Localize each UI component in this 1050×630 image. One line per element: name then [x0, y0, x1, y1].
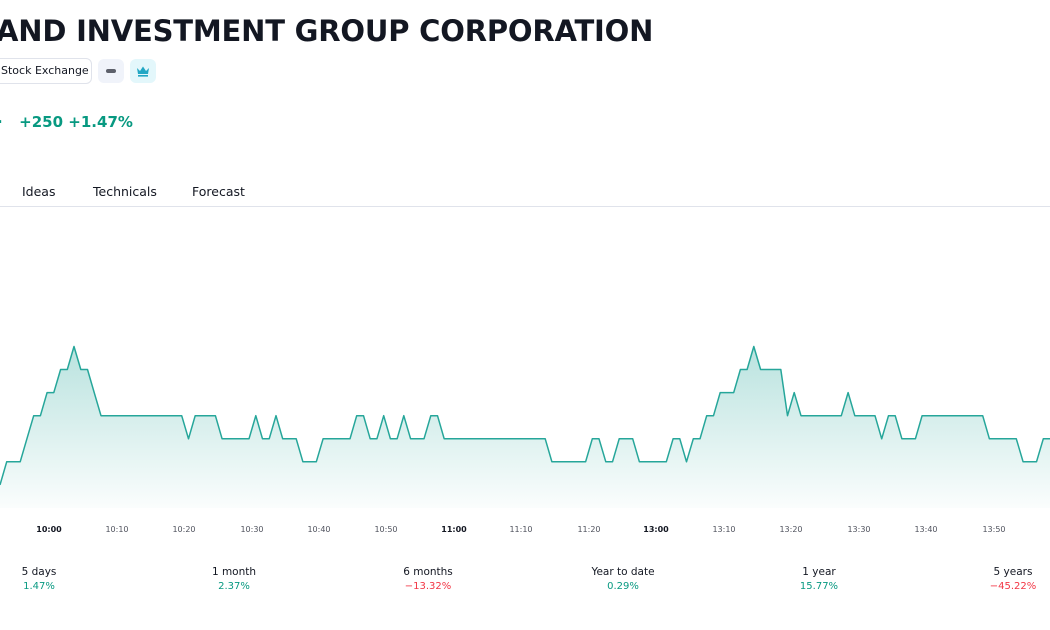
price-change-percent: +1.47%	[68, 113, 133, 131]
x-tick-label: 13:30	[847, 525, 870, 534]
period-1-year[interactable]: 1 year 15.77%	[789, 566, 849, 592]
period-value: −13.32%	[404, 581, 452, 592]
x-tick-label: 10:40	[307, 525, 330, 534]
period-value: 0.29%	[607, 581, 639, 592]
minus-button[interactable]	[98, 59, 124, 83]
period-year-to-date[interactable]: Year to date 0.29%	[578, 566, 668, 592]
period-5-days[interactable]: 5 days 1.47%	[10, 566, 68, 592]
period-1-month[interactable]: 1 month 2.37%	[199, 566, 269, 592]
performance-periods: 5 days 1.47% 1 month 2.37% 6 months −13.…	[0, 566, 1050, 606]
x-tick-label: 11:00	[441, 525, 467, 534]
x-tick-label: 11:10	[509, 525, 532, 534]
x-tick-label: 10:50	[374, 525, 397, 534]
crown-button[interactable]	[130, 59, 156, 83]
period-value: −45.22%	[989, 581, 1037, 592]
period-label: 1 month	[211, 566, 257, 578]
period-6-months[interactable]: 6 months −13.32%	[388, 566, 468, 592]
tab-ideas[interactable]: Ideas	[22, 184, 56, 199]
x-tick-label: 11:20	[577, 525, 600, 534]
period-label: 5 days	[21, 566, 57, 578]
x-tick-label: 13:10	[712, 525, 735, 534]
page-title: AND INVESTMENT GROUP CORPORATION	[0, 14, 654, 48]
price-chart[interactable]: 10:00 10:10 10:20 10:30 10:40 10:50 11:00 11:10…	[0, 208, 1050, 538]
period-5-years[interactable]: 5 years −45.22%	[982, 566, 1044, 592]
tab-forecast[interactable]: Forecast	[192, 184, 245, 199]
period-value: 15.77%	[799, 581, 839, 592]
x-tick-label: 13:50	[982, 525, 1005, 534]
minus-icon	[106, 69, 116, 73]
period-value: 2.37%	[218, 581, 250, 592]
x-tick-label: 10:00	[36, 525, 62, 534]
tab-technicals[interactable]: Technicals	[93, 184, 157, 199]
x-tick-label: 13:20	[779, 525, 802, 534]
price-area-fill	[0, 346, 1050, 508]
period-label: Year to date	[591, 566, 655, 578]
price-change: · +250 +1.47%	[0, 113, 133, 131]
period-label: 5 years	[993, 566, 1033, 578]
price-change-value: +250	[19, 113, 64, 131]
crown-icon	[137, 66, 149, 77]
exchange-label: Stock Exchange	[1, 64, 89, 77]
period-label: 6 months	[403, 566, 453, 578]
period-label: 1 year	[802, 566, 836, 578]
x-tick-label: 13:00	[643, 525, 669, 534]
x-tick-label: 10:10	[105, 525, 128, 534]
price-suffix-fragment: ·	[0, 113, 3, 131]
tabs-divider	[0, 206, 1050, 207]
symbol-tabs: Ideas Technicals Forecast	[0, 184, 1050, 206]
x-tick-label: 13:40	[914, 525, 937, 534]
x-tick-label: 10:30	[240, 525, 263, 534]
price-series-line	[0, 345, 1050, 486]
x-tick-label: 10:20	[172, 525, 195, 534]
exchange-badge[interactable]: Stock Exchange	[0, 58, 92, 84]
period-value: 1.47%	[23, 581, 55, 592]
